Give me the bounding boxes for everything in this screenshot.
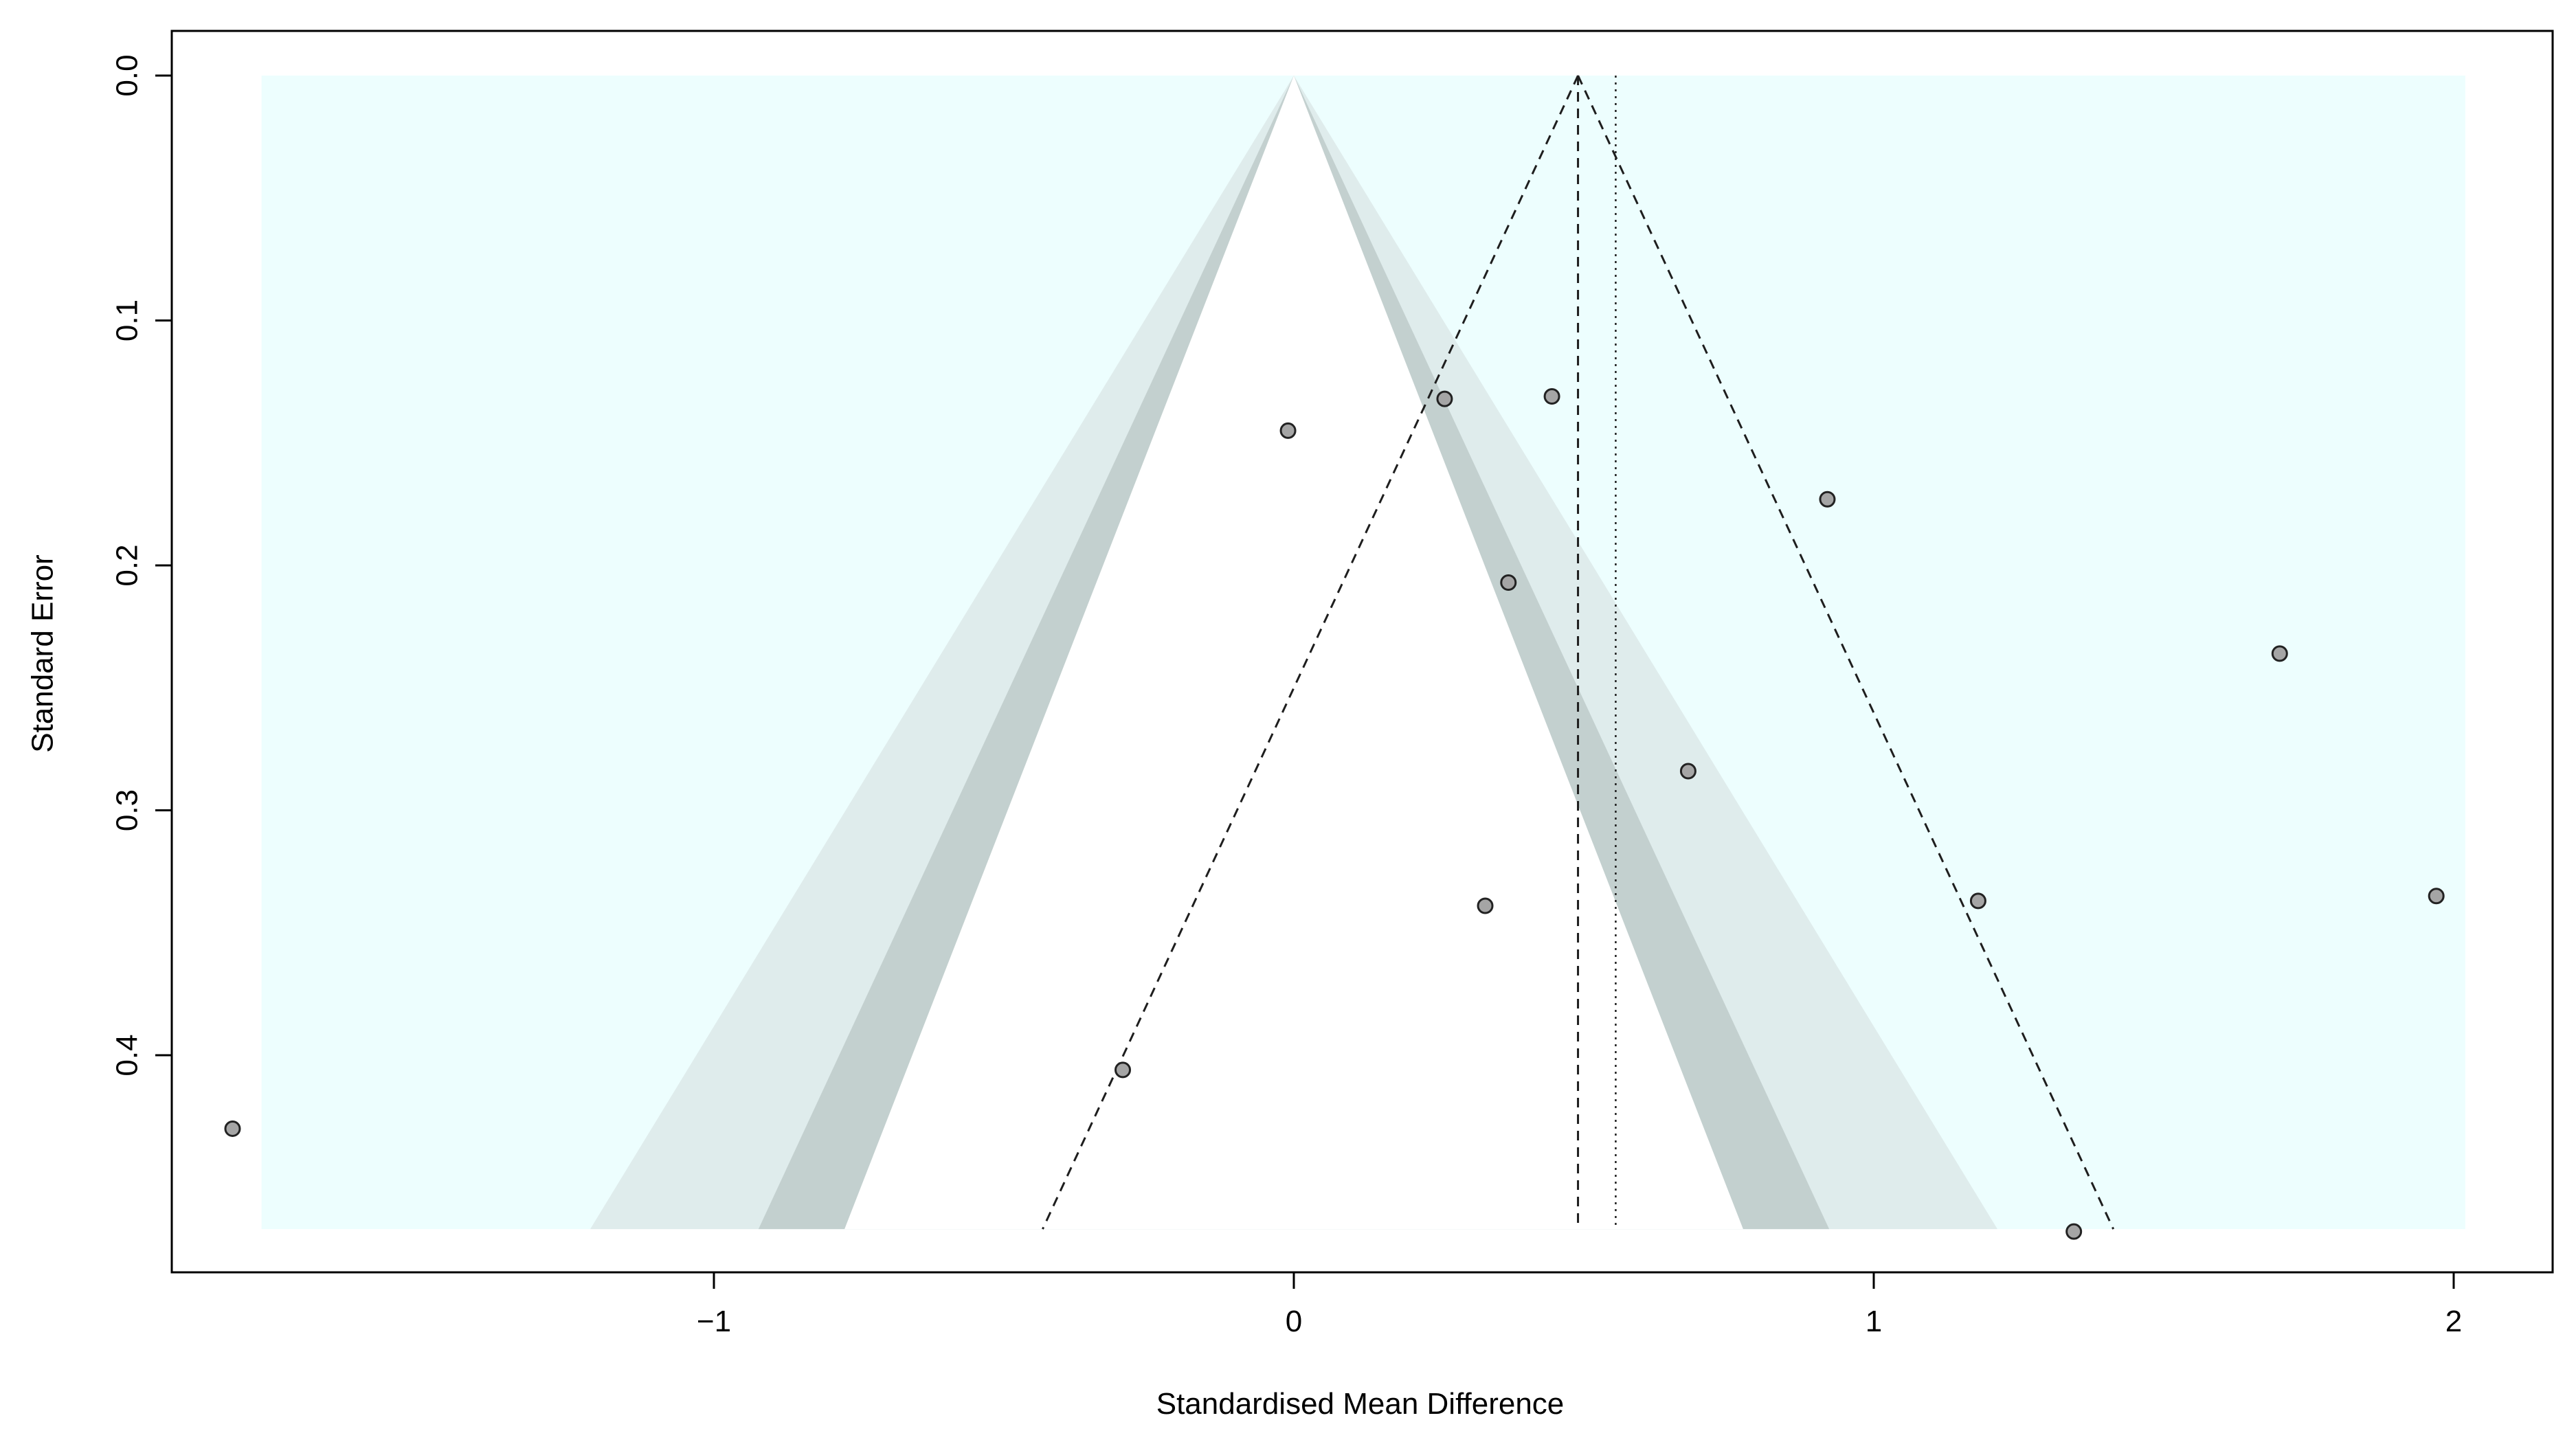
study-point bbox=[1477, 897, 1494, 914]
contour-p10 bbox=[844, 76, 1743, 1230]
y-tick-label: 0.3 bbox=[111, 789, 144, 831]
study-point bbox=[2065, 1223, 2083, 1240]
study-point bbox=[2428, 888, 2445, 905]
study-point bbox=[1543, 388, 1560, 405]
study-point bbox=[1969, 892, 1986, 910]
study-points bbox=[224, 388, 2445, 1240]
y-tick-label: 0.0 bbox=[111, 54, 144, 96]
funnel-right-line bbox=[1577, 75, 2115, 1230]
y-tick-label: 0.2 bbox=[111, 544, 144, 586]
contour-regions bbox=[261, 76, 2465, 1230]
study-point bbox=[1436, 390, 1453, 407]
x-axis: −1 0 1 2 bbox=[697, 1271, 2462, 1338]
y-axis-label: Standard Error bbox=[26, 554, 60, 753]
study-point bbox=[1279, 422, 1297, 439]
y-axis: 0.0 0.1 0.2 0.3 0.4 bbox=[111, 54, 173, 1077]
x-tick-label: 1 bbox=[1866, 1305, 1882, 1338]
study-point bbox=[1679, 763, 1696, 780]
x-axis-label: Standardised Mean Difference bbox=[1156, 1387, 1565, 1421]
study-point bbox=[2271, 645, 2288, 662]
study-point bbox=[224, 1120, 241, 1137]
study-point bbox=[1500, 574, 1517, 591]
y-tick-label: 0.4 bbox=[111, 1034, 144, 1076]
x-tick-label: 0 bbox=[1286, 1305, 1302, 1338]
study-point bbox=[1819, 491, 1836, 508]
y-tick-label: 0.1 bbox=[111, 300, 144, 341]
reference-lines bbox=[1042, 75, 2115, 1230]
x-tick-label: −1 bbox=[697, 1305, 731, 1338]
study-point bbox=[1115, 1061, 1132, 1079]
x-tick-label: 2 bbox=[2445, 1305, 2462, 1338]
funnel-left-line bbox=[1042, 75, 1579, 1230]
